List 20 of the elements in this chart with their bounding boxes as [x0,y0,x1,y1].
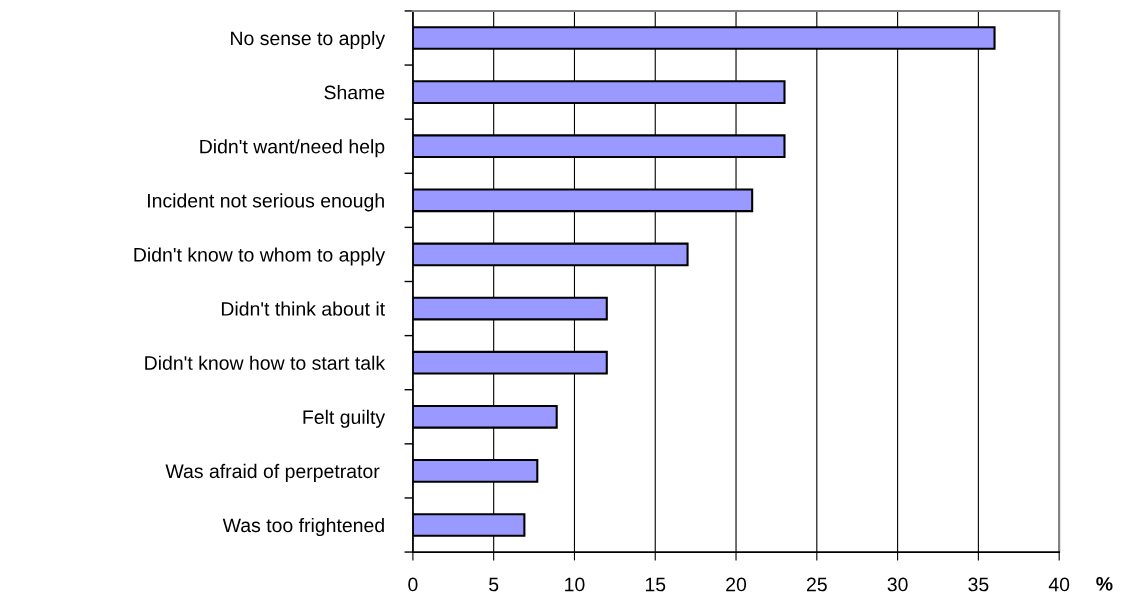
x-tick-label: 40 [1048,577,1070,592]
y-tick-label: Was afraid of perpetrator [165,463,380,482]
y-tick-label: Didn't know to whom to apply [134,247,386,266]
x-tick-label: 5 [489,577,499,592]
y-tick-label: Shame [324,85,385,100]
y-tick-label: Was too frightened [222,517,384,537]
x-tick-label: 15 [645,577,666,592]
y-tick-label: Felt guilty [303,409,386,428]
x-tick-label: 35 [968,577,989,592]
y-tick-label: Didn't think about it [221,301,385,316]
x-tick-label: 30 [887,577,908,592]
x-axis-title: % [1096,576,1113,591]
y-tick-label: Incident not serious enough [148,193,384,212]
x-tick-label: 0 [408,577,418,592]
y-tick-label: Didn't want/need help [200,139,385,158]
y-tick-label: Didn't know how to start talk [145,355,386,370]
x-tick-label: 10 [565,577,585,592]
y-tick-label: No sense to apply [231,30,386,50]
x-tick-label: 20 [726,577,747,592]
x-tick-label: 25 [806,577,827,592]
